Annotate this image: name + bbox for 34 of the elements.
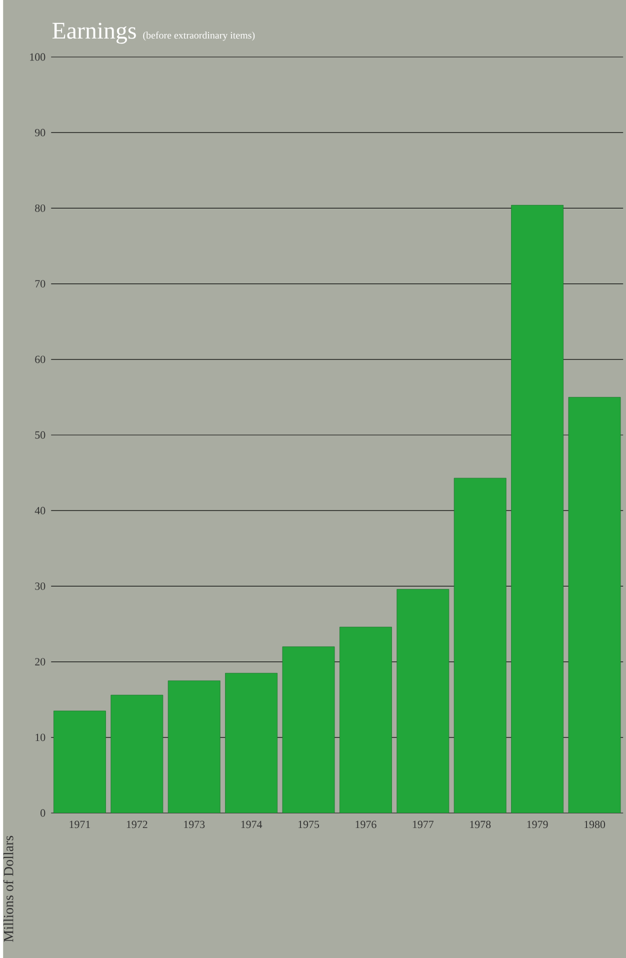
x-tick-label: 1974 bbox=[241, 820, 262, 828]
y-tick-label: 10 bbox=[36, 734, 46, 742]
bar bbox=[168, 680, 220, 813]
y-tick-label: 50 bbox=[35, 431, 46, 439]
x-tick-label: 1976 bbox=[356, 820, 376, 828]
x-tick-label: 1979 bbox=[527, 820, 548, 828]
bar bbox=[282, 646, 334, 813]
chart-title: Earnings bbox=[52, 22, 136, 44]
x-tick-label: 1977 bbox=[412, 820, 434, 828]
x-tick-label: 1975 bbox=[298, 820, 319, 828]
y-tick-label: 20 bbox=[35, 658, 46, 666]
x-tick-label: 1971 bbox=[70, 820, 90, 828]
y-tick-label: 0 bbox=[40, 809, 46, 817]
bar bbox=[454, 478, 506, 813]
x-tick-label: 1973 bbox=[184, 820, 205, 828]
y-tick-label: 40 bbox=[34, 506, 46, 514]
bar bbox=[54, 710, 106, 813]
y-tick-label: 90 bbox=[34, 128, 46, 136]
y-tick-label: 80 bbox=[35, 204, 46, 212]
bar bbox=[568, 396, 621, 813]
x-tick-label: 1980 bbox=[584, 820, 606, 828]
y-axis-title: Millions of Dollars bbox=[3, 836, 14, 942]
y-tick-label: 70 bbox=[35, 280, 46, 288]
y-tick-label: 60 bbox=[35, 356, 46, 364]
chart-subtitle: (before extraordinary items) bbox=[143, 32, 255, 41]
bar bbox=[511, 205, 564, 813]
bar bbox=[340, 627, 392, 813]
x-tick-label: 1972 bbox=[126, 820, 148, 828]
y-tick-label: 30 bbox=[35, 582, 46, 590]
bar bbox=[225, 673, 278, 813]
bar bbox=[110, 695, 163, 813]
bar bbox=[396, 589, 449, 813]
x-tick-label: 1978 bbox=[470, 820, 491, 828]
y-tick-label: 100 bbox=[30, 53, 46, 61]
